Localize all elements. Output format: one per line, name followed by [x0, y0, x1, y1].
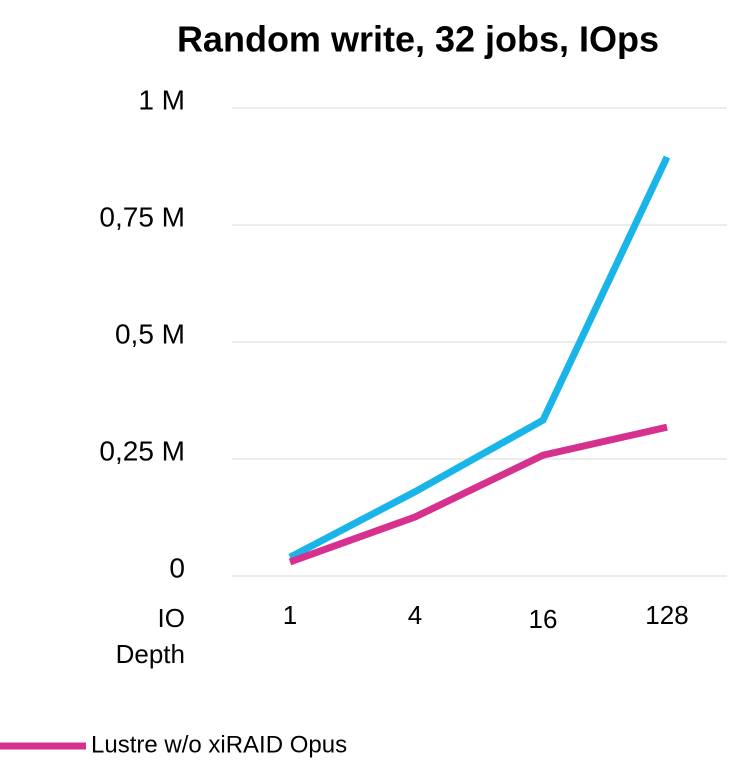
x-axis-label: IO Depth: [115, 603, 185, 669]
x-tick-label: 4: [408, 600, 422, 630]
x-tick-label: 128: [645, 600, 688, 630]
series-line: [288, 423, 668, 566]
x-tick-label: 1: [283, 600, 297, 630]
y-tick-label: 0,75 M: [99, 201, 185, 232]
series-line: [288, 155, 671, 561]
y-tick-label: 0: [169, 552, 185, 583]
y-tick-label: 1 M: [138, 84, 185, 115]
y-tick-label: 0,25 M: [99, 435, 185, 466]
chart-title: Random write, 32 jobs, IOps: [177, 19, 659, 60]
legend-label: Lustre w/o xiRAID Opus: [91, 731, 347, 758]
x-tick-label: 16: [529, 604, 558, 634]
y-tick-label: 0,5 M: [115, 318, 185, 349]
